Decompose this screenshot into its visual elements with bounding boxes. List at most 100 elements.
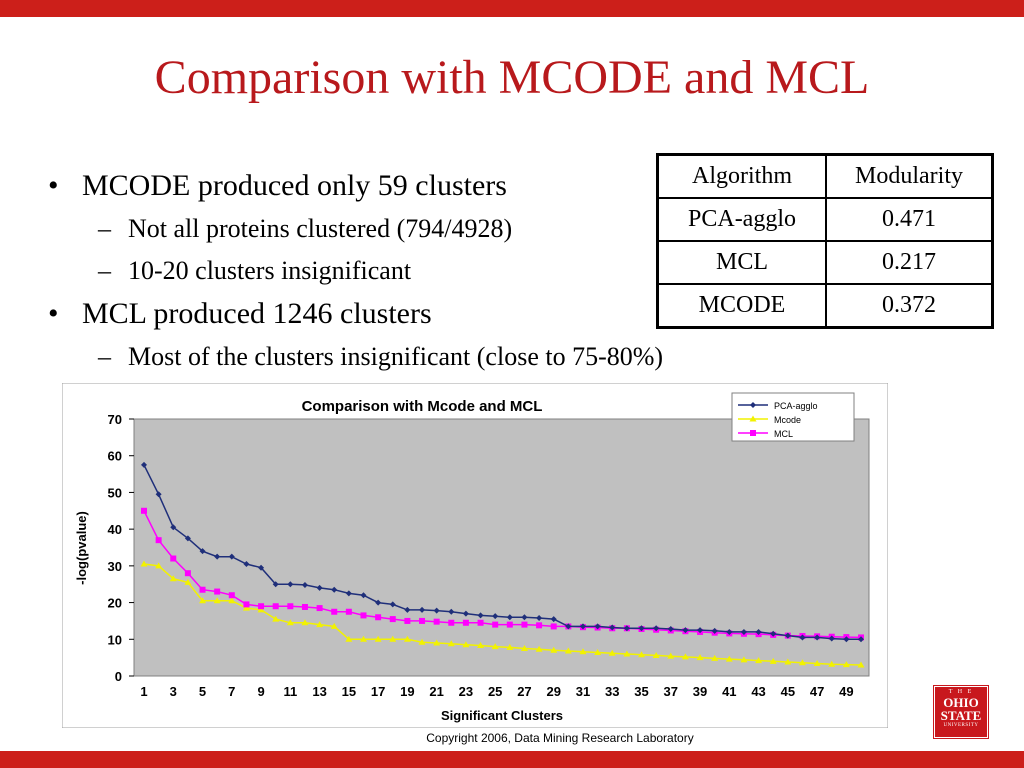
top-red-bar bbox=[0, 0, 1024, 17]
sub-bullet-symbol: – bbox=[98, 214, 111, 243]
x-tick-label: 17 bbox=[371, 684, 385, 699]
data-point bbox=[623, 650, 631, 657]
data-point bbox=[608, 649, 616, 656]
data-point bbox=[726, 628, 733, 635]
data-point bbox=[418, 638, 426, 645]
data-point bbox=[199, 548, 206, 555]
data-point bbox=[492, 613, 499, 620]
data-point bbox=[536, 614, 543, 621]
data-point bbox=[287, 603, 294, 610]
x-tick-label: 13 bbox=[312, 684, 326, 699]
y-tick-label: 60 bbox=[108, 449, 122, 464]
data-point bbox=[403, 635, 411, 642]
data-point bbox=[389, 601, 396, 608]
bullet-text: MCL produced 1246 clusters bbox=[82, 297, 432, 330]
x-tick-label: 23 bbox=[459, 684, 473, 699]
data-point bbox=[170, 555, 177, 562]
data-point bbox=[682, 627, 689, 634]
x-axis-label: Significant Clusters bbox=[441, 708, 563, 723]
data-point bbox=[345, 590, 352, 597]
y-axis-ticks: 0 10 20 30 40 50 60 70 bbox=[108, 412, 134, 684]
bullet-text: MCODE produced only 59 clusters bbox=[82, 169, 507, 202]
data-point bbox=[243, 601, 250, 608]
data-point bbox=[652, 651, 660, 658]
sub-bullet-text: 10-20 clusters insignificant bbox=[128, 256, 412, 285]
table-row: MCL 0.217 bbox=[656, 240, 994, 285]
sub-bullet-item: – 10-20 clusters insignificant bbox=[44, 250, 864, 292]
x-tick-label: 45 bbox=[781, 684, 795, 699]
data-point bbox=[696, 654, 704, 661]
table-header-cell: Modularity bbox=[825, 153, 994, 199]
data-point bbox=[448, 619, 455, 626]
series-mcode bbox=[140, 560, 865, 668]
data-point bbox=[842, 661, 850, 668]
modularity-table: Algorithm Modularity PCA-agglo 0.471 MCL… bbox=[656, 153, 994, 329]
data-point bbox=[521, 621, 528, 628]
data-point bbox=[857, 661, 865, 668]
data-point bbox=[740, 656, 748, 663]
bullet-item: • MCODE produced only 59 clusters bbox=[44, 164, 864, 208]
data-point bbox=[375, 599, 382, 606]
data-point bbox=[199, 586, 206, 593]
data-point bbox=[330, 622, 338, 629]
data-point bbox=[667, 652, 675, 659]
data-point bbox=[711, 654, 719, 661]
x-tick-label: 3 bbox=[170, 684, 177, 699]
x-tick-label: 7 bbox=[228, 684, 235, 699]
x-tick-label: 37 bbox=[664, 684, 678, 699]
data-point bbox=[228, 553, 235, 560]
data-point bbox=[360, 592, 367, 599]
data-point bbox=[681, 653, 689, 660]
y-axis-label: -log(pvalue) bbox=[74, 511, 89, 585]
data-point bbox=[448, 608, 455, 615]
x-tick-label: 5 bbox=[199, 684, 206, 699]
data-point bbox=[653, 625, 660, 632]
data-point bbox=[228, 597, 236, 604]
data-point bbox=[169, 575, 177, 582]
x-tick-label: 21 bbox=[429, 684, 443, 699]
data-point bbox=[404, 606, 411, 613]
data-point bbox=[462, 641, 470, 648]
data-point bbox=[550, 616, 557, 623]
logo-line: STATE bbox=[940, 708, 982, 723]
data-point bbox=[492, 621, 499, 628]
data-point bbox=[213, 597, 221, 604]
data-point bbox=[359, 635, 367, 642]
y-tick-label: 0 bbox=[115, 669, 122, 684]
data-point bbox=[389, 616, 396, 623]
data-point bbox=[623, 625, 630, 632]
y-tick-label: 30 bbox=[108, 559, 122, 574]
data-point bbox=[419, 617, 426, 624]
table-cell: MCODE bbox=[656, 283, 827, 329]
x-tick-label: 1 bbox=[140, 684, 147, 699]
data-point bbox=[477, 612, 484, 619]
legend-label: PCA-agglo bbox=[774, 401, 818, 411]
sub-bullet-symbol: – bbox=[98, 342, 111, 371]
data-point bbox=[257, 606, 265, 613]
data-point bbox=[331, 608, 338, 615]
data-point bbox=[345, 608, 352, 615]
data-point bbox=[550, 623, 557, 630]
y-tick-label: 40 bbox=[108, 522, 122, 537]
data-point bbox=[535, 645, 543, 652]
chart-legend: PCA-agglo Mcode MCL bbox=[731, 392, 855, 442]
table-cell: 0.217 bbox=[825, 240, 994, 285]
data-point bbox=[740, 628, 747, 635]
x-tick-label: 33 bbox=[605, 684, 619, 699]
x-tick-label: 29 bbox=[546, 684, 560, 699]
data-point bbox=[506, 614, 513, 621]
x-tick-label: 19 bbox=[400, 684, 414, 699]
data-point bbox=[389, 635, 397, 642]
data-point bbox=[477, 619, 484, 626]
data-point bbox=[228, 592, 235, 599]
data-point bbox=[214, 553, 221, 560]
data-point bbox=[286, 619, 294, 626]
data-point bbox=[374, 635, 382, 642]
data-point bbox=[272, 615, 280, 622]
data-point bbox=[506, 621, 513, 628]
data-point bbox=[184, 535, 191, 542]
data-point bbox=[843, 636, 850, 643]
sub-bullet-item: – Most of the clusters insignificant (cl… bbox=[44, 336, 864, 378]
data-point bbox=[360, 612, 367, 619]
data-point bbox=[214, 588, 221, 595]
